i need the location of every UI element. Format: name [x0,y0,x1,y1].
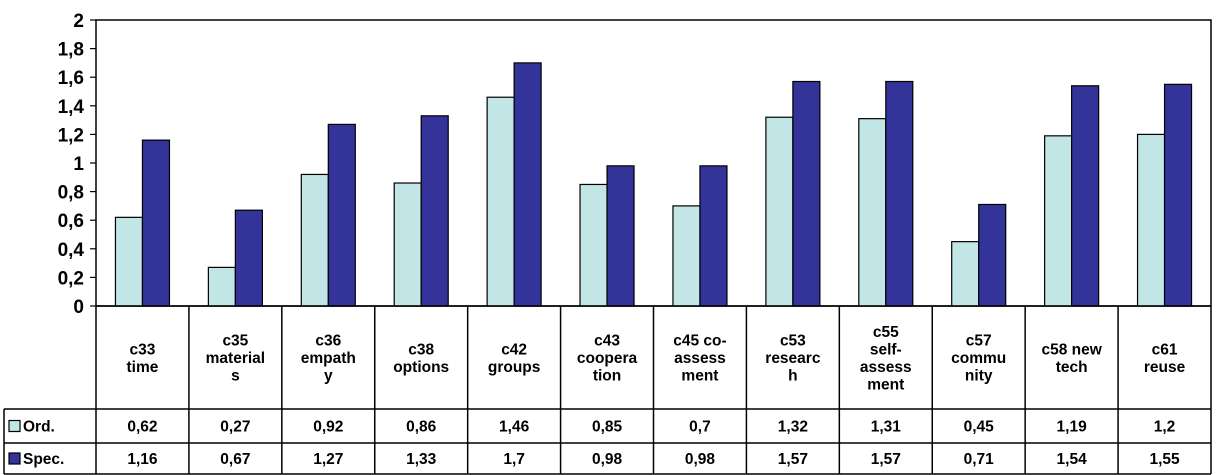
category-label: assess [674,350,726,367]
y-tick-label: 0,6 [58,211,84,232]
bar-ord-5 [486,96,515,307]
bar-ord-2 [207,266,236,307]
bar-spec-5 [513,62,542,307]
category-label: s [231,368,240,385]
bar-spec-10 [978,203,1007,307]
y-tick-label: 0,2 [58,268,84,289]
category-label: commu [951,350,1006,367]
bar-ord-7 [672,205,701,307]
category-label: c35 [222,333,248,350]
category-label: self- [870,341,902,358]
y-tick-label: 0,8 [58,183,84,204]
y-tick-label: 0 [73,297,84,318]
data-label: 0,86 [406,419,437,436]
bar-ord-12 [1136,133,1166,307]
category-label: groups [488,359,541,376]
y-tick-label: 1,2 [58,125,84,146]
category-label: tech [1056,359,1088,376]
y-tick-label: 1,4 [58,97,85,118]
plot-area [95,19,1212,307]
bar-ord-3 [300,173,329,307]
category-label: c58 new [1041,341,1102,358]
category-label: h [788,368,797,385]
legend-label-spec: Spec. [23,451,64,468]
bar-ord-11 [1044,135,1073,307]
data-label: 1,55 [1149,451,1180,468]
category-label: c57 [966,333,992,350]
y-tick-label: 1,6 [58,68,84,89]
bar-spec-6 [606,165,635,307]
category-label: time [127,359,159,376]
category-label: reuse [1144,359,1186,376]
data-label: 0,98 [592,451,623,468]
legend-label-ord: Ord. [23,419,55,436]
data-label: 0,92 [313,419,343,436]
bar-ord-1 [114,216,144,307]
y-tick-label: 0,4 [58,240,85,261]
category-label: c43 [594,333,620,350]
bar-spec-12 [1163,83,1193,307]
bar-spec-8 [792,80,821,307]
data-label: 0,62 [127,419,157,436]
data-label: 0,85 [592,419,623,436]
category-label: c38 [408,341,434,358]
bar-spec-3 [327,123,356,307]
category-label: ment [867,376,904,393]
category-label: empath [301,350,356,367]
y-tick-label: 2 [73,11,84,32]
category-label: researc [765,350,821,367]
data-label: 1,19 [1057,419,1088,436]
y-tick-label: 1,8 [58,40,84,61]
bar-ord-4 [393,182,422,307]
data-label: 1,16 [127,451,158,468]
data-label: 1,54 [1057,451,1088,468]
category-label: ment [681,368,718,385]
bar-spec-4 [420,115,449,307]
bar-spec-11 [1071,85,1100,307]
data-label: 1,32 [778,419,808,436]
bar-ord-10 [951,241,980,307]
data-label: 1,33 [406,451,437,468]
y-tick-label: 1 [73,154,84,175]
data-label: 1,46 [499,419,530,436]
category-label: c45 co- [673,333,726,350]
category-label: c36 [315,333,341,350]
data-label: 1,57 [778,451,808,468]
category-label: nity [965,368,993,385]
data-label: 0,98 [685,451,716,468]
data-label: 0,27 [220,419,250,436]
category-label: c61 [1152,341,1178,358]
category-label: c55 [873,324,899,341]
category-label: c53 [780,333,806,350]
category-label: coopera [577,350,638,367]
data-label: 0,71 [964,451,995,468]
bar-ord-8 [765,116,794,307]
data-label: 1,57 [871,451,901,468]
category-label: tion [593,368,621,385]
bar-spec-7 [699,165,728,307]
bar-spec-1 [141,139,171,307]
bar-spec-9 [885,80,914,307]
data-label: 1,31 [871,419,902,436]
data-label: 0,45 [964,419,995,436]
data-label: 1,2 [1154,419,1176,436]
data-label: 0,7 [689,419,711,436]
data-label: 1,27 [313,451,343,468]
bar-ord-6 [579,183,608,307]
category-label: c42 [501,341,527,358]
legend-key-ord [8,419,21,433]
data-label: 1,7 [503,451,525,468]
data-label: 0,67 [220,451,250,468]
bar-ord-9 [858,118,887,307]
category-label: material [206,350,265,367]
bar-spec-2 [234,209,263,307]
category-label: options [393,359,449,376]
category-label: assess [860,359,912,376]
category-label: y [324,368,333,385]
category-label: c33 [130,341,156,358]
legend-key-spec [8,452,21,465]
